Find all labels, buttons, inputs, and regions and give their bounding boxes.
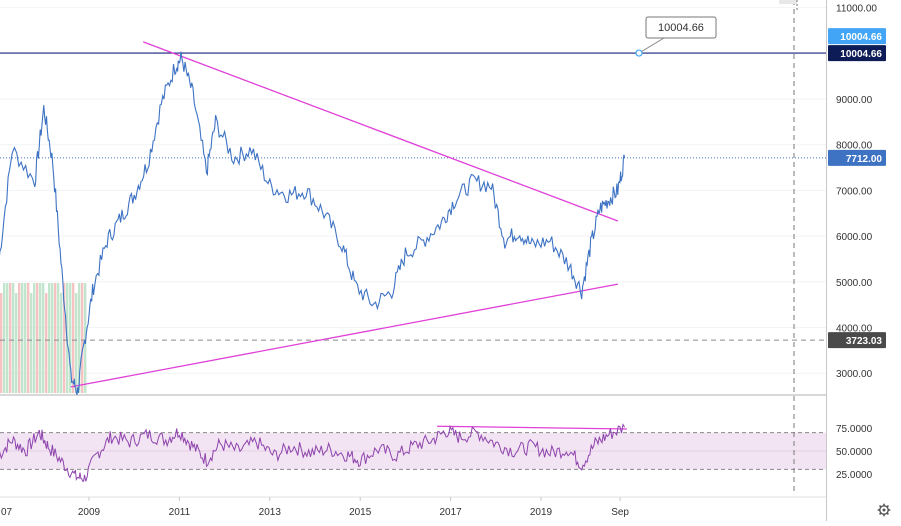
rsi-trendline[interactable] xyxy=(437,425,627,430)
volume-bar xyxy=(45,293,48,393)
callout-anchor-point[interactable] xyxy=(635,49,643,57)
price-scale-tick-label: 8000.00 xyxy=(836,141,873,152)
volume-bar xyxy=(63,283,66,393)
rsi-band xyxy=(0,432,826,470)
volume-bar xyxy=(81,283,84,393)
volume-bar xyxy=(36,283,39,393)
series-lines xyxy=(0,51,626,482)
volume-bar xyxy=(72,283,75,393)
volume-bar xyxy=(3,283,6,393)
last-price-tag-text: 7712.00 xyxy=(846,154,883,165)
descending-trendline[interactable] xyxy=(143,41,619,222)
time-axis-tick-label: Sep xyxy=(611,507,629,518)
time-axis-tick-label: 2013 xyxy=(259,507,282,518)
volume-bar xyxy=(54,283,57,393)
gear-hub xyxy=(882,508,886,512)
volume-bar xyxy=(33,283,36,393)
time-axis-tick-label: 07 xyxy=(1,507,13,518)
volume-bar xyxy=(27,283,30,393)
volume-bar xyxy=(84,283,87,393)
callout-pointer xyxy=(638,37,665,54)
volume-histogram xyxy=(0,283,87,393)
time-axis-tick-label: 2015 xyxy=(349,507,372,518)
volume-bar xyxy=(75,293,78,393)
price-scale-tick-label: 3000.00 xyxy=(836,369,873,380)
rsi-scale-tick-label: 75.0000 xyxy=(836,424,873,435)
rsi-series-line xyxy=(0,423,626,482)
volume-bar xyxy=(21,283,24,393)
gear-tooth xyxy=(886,504,890,508)
gear-tooth xyxy=(886,512,890,516)
volume-bar xyxy=(42,283,45,393)
gear-tooth xyxy=(878,504,882,508)
gear-tooth xyxy=(878,512,882,516)
level-tag-box xyxy=(828,45,886,62)
level-tag-text: 10004.66 xyxy=(840,49,882,60)
level-lines xyxy=(0,52,826,341)
volume-bar xyxy=(69,283,72,393)
gear-ring xyxy=(879,505,889,515)
gear-icon[interactable] xyxy=(877,503,891,517)
callout-text: 10004.66 xyxy=(658,22,704,34)
price-series-line xyxy=(0,51,626,395)
time-axis-tick-label: 2017 xyxy=(439,507,462,518)
volume-bar xyxy=(0,293,3,393)
volume-bar xyxy=(60,293,63,393)
volume-bar xyxy=(51,283,54,393)
price-scale-tick-label: 9000.00 xyxy=(836,95,873,106)
volume-bar xyxy=(48,283,51,393)
last-price-tag-box xyxy=(828,149,886,166)
volume-bar xyxy=(6,283,9,393)
rsi-scale-tick-label: 25.0000 xyxy=(836,470,873,481)
level-tag-upper-box xyxy=(828,28,886,45)
time-axis-tick-label: 2009 xyxy=(78,507,101,518)
time-axis[interactable]: 07 2009 2011 2013 2015 2017 2019 Sep xyxy=(0,497,629,518)
price-tags: 10004.66 10004.66 7712.00 3723.03 xyxy=(828,28,886,349)
dashed-level-tag-text: 3723.03 xyxy=(846,336,883,347)
volume-bar xyxy=(30,293,33,393)
price-scale-tick-label: 4000.00 xyxy=(836,324,873,335)
volume-bar xyxy=(12,283,15,393)
scale-handle[interactable] xyxy=(779,0,797,4)
volume-bar xyxy=(9,283,12,393)
price-scale-tick-label: 7000.00 xyxy=(836,186,873,197)
price-scale-tick-label: 5000.00 xyxy=(836,278,873,289)
volume-bar xyxy=(24,283,27,393)
chart-overlays: 10004.66 xyxy=(635,0,891,517)
volume-bar xyxy=(39,283,42,393)
volume-bar xyxy=(18,283,21,393)
price-scale-tick-label: 11000.00 xyxy=(836,4,877,15)
ascending-trendline[interactable] xyxy=(70,283,618,388)
volume-bar xyxy=(78,283,81,393)
trendlines[interactable] xyxy=(70,41,627,430)
rsi-scale-tick-label: 50.0000 xyxy=(836,447,873,458)
time-axis-tick-label: 2011 xyxy=(169,507,191,518)
volume-bar xyxy=(57,283,60,393)
price-scale[interactable]: 11000.00 9000.00 8000.00 7000.00 6000.00 5000… xyxy=(836,4,877,481)
price-scale-tick-label: 6000.00 xyxy=(836,232,873,243)
level-tag-upper-text: 10004.66 xyxy=(840,32,882,43)
dashed-level-tag-box xyxy=(828,332,886,349)
callout-box xyxy=(645,16,717,39)
volume-bar xyxy=(15,293,18,393)
time-axis-tick-label: 2019 xyxy=(530,507,553,518)
